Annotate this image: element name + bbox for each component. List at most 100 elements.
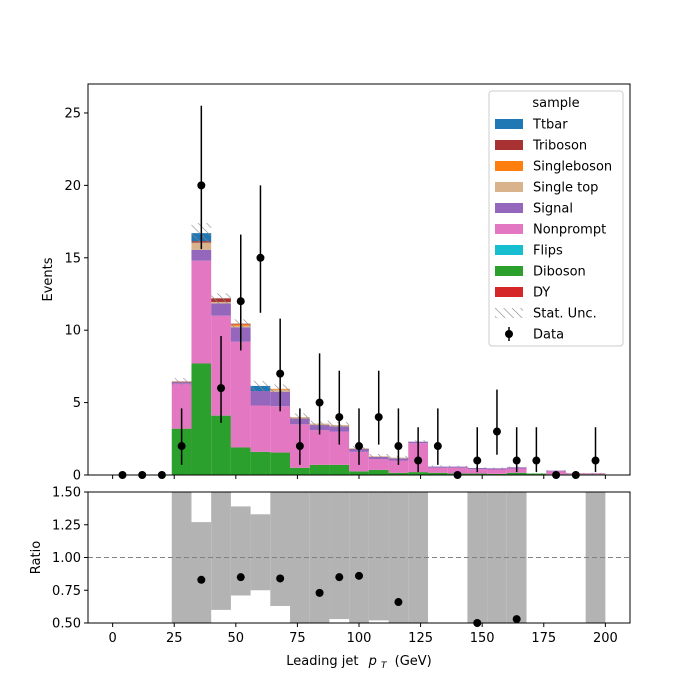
data-point bbox=[473, 456, 482, 465]
legend-swatch bbox=[495, 140, 523, 150]
legend-title: sample bbox=[532, 96, 579, 111]
x-tick-label: 175 bbox=[531, 631, 556, 646]
bar-diboson bbox=[427, 472, 448, 475]
x-tick-label: 50 bbox=[228, 631, 245, 646]
ratio-point bbox=[394, 598, 403, 607]
bar-diboson bbox=[467, 473, 488, 475]
data-point bbox=[374, 413, 383, 422]
bar-diboson bbox=[309, 464, 330, 475]
main-x-ticks bbox=[112, 475, 606, 479]
x-tick-label: 150 bbox=[470, 631, 495, 646]
ratio-x-ticks: 0 25 50 75 100 125 150 175 200 bbox=[108, 623, 618, 646]
ratio-y-axis-label: Ratio bbox=[29, 541, 44, 574]
legend-hatch-swatch bbox=[495, 308, 523, 318]
legend-swatch bbox=[495, 245, 523, 255]
legend-swatch bbox=[495, 161, 523, 171]
legend-label: Ttbar bbox=[532, 118, 568, 133]
main-panel: 0 5 10 15 20 25 Events sample Ttbar Triboson Si… bbox=[41, 83, 631, 484]
x-tick-label: 125 bbox=[408, 631, 433, 646]
legend-label: Diboson bbox=[533, 265, 586, 280]
legend: sample Ttbar Triboson Singleboson Single to… bbox=[488, 90, 624, 347]
data-point bbox=[315, 398, 324, 407]
ratio-y-tick-label: 1.25 bbox=[52, 518, 81, 533]
ratio-band-segment bbox=[211, 492, 231, 610]
stat-unc-hatch bbox=[427, 465, 448, 468]
legend-label: Stat. Unc. bbox=[533, 307, 597, 322]
stat-unc-hatch bbox=[546, 470, 566, 472]
bar-signal bbox=[191, 249, 212, 261]
ratio-y-tick-label: 1.00 bbox=[52, 551, 81, 566]
x-tick-label: 0 bbox=[108, 631, 116, 646]
ratio-band-segment bbox=[230, 506, 251, 596]
legend-swatch bbox=[495, 224, 523, 234]
ratio-points bbox=[197, 571, 521, 627]
x-axis-label-symbol: p bbox=[368, 654, 377, 669]
bar-diboson bbox=[526, 473, 547, 475]
bar-nonprompt bbox=[270, 406, 291, 453]
ratio-point bbox=[315, 588, 324, 597]
data-point bbox=[355, 442, 363, 451]
ratio-y-tick-label: 1.50 bbox=[52, 486, 81, 501]
ratio-band-segment bbox=[349, 492, 369, 623]
ratio-band-segment bbox=[388, 492, 409, 623]
data-point bbox=[433, 442, 442, 451]
stat-unc-hatch bbox=[526, 472, 547, 475]
data-point bbox=[276, 369, 285, 378]
bar-nonprompt bbox=[388, 460, 409, 473]
ratio-point bbox=[512, 615, 521, 624]
data-point bbox=[492, 427, 501, 436]
bar-diboson bbox=[329, 464, 350, 475]
x-tick-label: 200 bbox=[593, 631, 618, 646]
ratio-band-segment bbox=[309, 492, 330, 623]
legend-swatch bbox=[495, 266, 523, 276]
stat-unc-hatch bbox=[171, 377, 192, 386]
ratio-panel: 0.50 0.75 1.00 1.25 1.50 0 25 50 75 100 125 150 175… bbox=[29, 486, 631, 671]
y-tick-label: 15 bbox=[64, 251, 81, 266]
bar-nonprompt bbox=[447, 467, 468, 474]
main-y-axis-label: Events bbox=[41, 257, 56, 301]
bar-diboson bbox=[506, 472, 527, 475]
data-point bbox=[512, 456, 521, 465]
bar-diboson bbox=[388, 472, 409, 475]
bar-nonprompt bbox=[250, 405, 271, 452]
data-point bbox=[236, 297, 245, 306]
ratio-point bbox=[197, 575, 206, 584]
ratio-point bbox=[236, 573, 245, 582]
bar-nonprompt bbox=[487, 469, 507, 474]
bar-nonprompt bbox=[329, 431, 350, 465]
legend-label: Signal bbox=[533, 202, 573, 217]
stat-unc-hatch bbox=[447, 465, 468, 468]
stat-unc-hatch bbox=[211, 293, 231, 304]
stat-unc-hatch bbox=[585, 472, 606, 474]
bar-diboson bbox=[290, 467, 310, 475]
legend-swatch bbox=[495, 287, 523, 297]
data-point bbox=[414, 456, 423, 465]
data-point bbox=[394, 442, 403, 451]
data-point bbox=[335, 413, 344, 422]
ratio-band-segment bbox=[467, 492, 488, 623]
y-tick-label: 10 bbox=[64, 324, 81, 339]
ratio-band-segment bbox=[270, 492, 291, 606]
bar-signal bbox=[250, 391, 271, 406]
bar-diboson bbox=[487, 473, 507, 475]
stat-unc-hatch bbox=[487, 467, 507, 470]
bar-diboson bbox=[368, 469, 389, 475]
stat-unc-hatch bbox=[368, 454, 389, 459]
legend-label: Data bbox=[533, 328, 564, 343]
ratio-band-segment bbox=[171, 492, 192, 623]
ratio-band-segment bbox=[250, 514, 271, 591]
main-y-ticks: 0 5 10 15 20 25 bbox=[64, 106, 88, 484]
legend-label: DY bbox=[533, 286, 550, 301]
ratio-point bbox=[335, 573, 344, 582]
ratio-band-segment bbox=[191, 522, 212, 623]
legend-label: Single top bbox=[533, 181, 598, 196]
bar-diboson bbox=[250, 451, 271, 475]
legend-swatch bbox=[495, 203, 523, 213]
x-axis-label-unit: (GeV) bbox=[395, 654, 432, 669]
legend-entries: Ttbar Triboson Singleboson Single top Signal… bbox=[495, 118, 612, 343]
bar-nonprompt bbox=[230, 341, 251, 448]
bar-diboson bbox=[211, 415, 231, 475]
legend-label: Triboson bbox=[532, 139, 587, 154]
bar-diboson bbox=[230, 447, 251, 475]
